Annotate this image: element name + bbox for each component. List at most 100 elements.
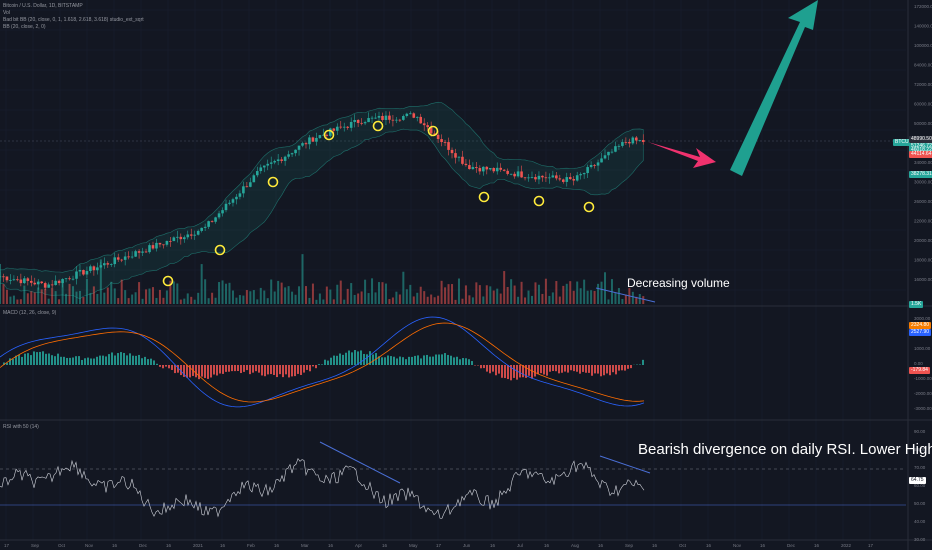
time-tick-label: Oct (58, 543, 66, 548)
volume-bar (485, 285, 488, 304)
price-tick-label: 140000.00 (914, 24, 932, 29)
volume-bar (597, 283, 600, 304)
time-tick-label: 16 (814, 543, 820, 548)
volume-bar (510, 279, 513, 304)
volume-bar (322, 299, 325, 304)
macd-histogram-bar (411, 356, 413, 365)
candle-body (499, 167, 503, 170)
volume-bar (391, 297, 394, 304)
time-tick-label: 16 (328, 543, 334, 548)
volume-bar (524, 297, 527, 304)
macd-histogram-bar (126, 355, 128, 365)
macd-histogram-bar (204, 365, 206, 378)
macd-histogram-bar (558, 365, 560, 374)
candle-body (64, 278, 68, 280)
volume-bar (103, 292, 106, 304)
macd-histogram-bar (321, 364, 323, 365)
volume-bars (0, 254, 656, 304)
candle-body (47, 284, 50, 288)
candle-body (395, 119, 398, 121)
volume-bar (304, 286, 307, 304)
volume-bar (489, 286, 492, 304)
candle-body (610, 151, 614, 153)
candle-body (534, 177, 537, 180)
volume-bar (357, 293, 360, 304)
volume-bar (430, 294, 433, 304)
volume-bar (106, 287, 109, 304)
macd-histogram-bar (246, 365, 248, 371)
candle-body (273, 161, 276, 163)
volume-bar (350, 283, 353, 304)
candle-body (235, 196, 238, 200)
macd-histogram-bar (27, 353, 29, 365)
volume-trendline (595, 287, 656, 303)
volume-bar (530, 295, 533, 304)
macd-histogram-bar (579, 365, 581, 374)
candle-body (530, 177, 534, 178)
time-tick-label: Nov (85, 543, 94, 548)
candle-body (617, 145, 621, 147)
volume-bar (9, 296, 12, 304)
candle-body (412, 113, 416, 118)
candle-body (252, 175, 256, 183)
price-badge: 1.5K (909, 301, 924, 308)
volume-bar (301, 254, 304, 304)
candle-body (433, 133, 436, 135)
volume-bar (117, 298, 120, 304)
macd-histogram-bar (180, 365, 182, 376)
candle-body (332, 128, 336, 131)
rsi-trendline (599, 455, 651, 474)
volume-bar (423, 291, 426, 304)
volume-bar (169, 280, 172, 304)
macd-histogram-bar (345, 352, 347, 365)
volume-bar (221, 280, 224, 304)
macd-histogram-bar (582, 365, 584, 372)
rsi-pane (0, 441, 906, 519)
volume-bar (468, 295, 471, 304)
macd-histogram-bar (252, 365, 254, 373)
candle-body (572, 179, 576, 181)
volume-bar (635, 296, 638, 304)
candle-body (315, 137, 318, 142)
volume-bar (78, 290, 81, 304)
volume-bar (374, 292, 377, 304)
macd-histogram-bar (12, 358, 14, 365)
macd-histogram-bar (360, 350, 362, 365)
right-arrow (648, 142, 716, 168)
macd-histogram-bar (102, 355, 104, 365)
volume-bar (47, 298, 50, 304)
candle-body (478, 168, 482, 172)
price-badge: 44114.64 (909, 151, 932, 158)
volume-bar (99, 259, 102, 304)
macd-histogram-bar (420, 358, 422, 365)
macd-histogram-bar (294, 365, 296, 377)
price-tick-label: 18000.00 (914, 258, 932, 263)
macd-histogram-bar (387, 355, 389, 365)
candle-body (488, 168, 492, 170)
macd-histogram-bar (555, 365, 557, 372)
candle-body (301, 143, 304, 146)
volume-bar (193, 299, 196, 304)
time-tick-label: 17 (436, 543, 442, 548)
volume-bar (583, 279, 586, 304)
macd-histogram-bar (639, 364, 641, 365)
macd-histogram-bar (216, 365, 218, 376)
macd-histogram-bar (237, 365, 239, 372)
price-tick-label: 20000.00 (914, 238, 932, 243)
rsi-tick-label: 70.00 (914, 465, 926, 470)
highlight-circles (162, 120, 595, 287)
candle-body (155, 242, 158, 249)
candle-body (96, 267, 99, 271)
volume-bar (197, 292, 200, 304)
macd-histogram-bar (531, 365, 533, 379)
candle-body (297, 145, 301, 150)
volume-bar (537, 284, 540, 304)
volume-bar (298, 286, 301, 304)
highlight-circle (478, 191, 490, 203)
volume-bar (179, 299, 182, 304)
macd-histogram-bar (567, 365, 569, 373)
volume-bar (541, 293, 544, 304)
volume-bar (200, 264, 203, 304)
macd-histogram-bar (111, 352, 113, 365)
